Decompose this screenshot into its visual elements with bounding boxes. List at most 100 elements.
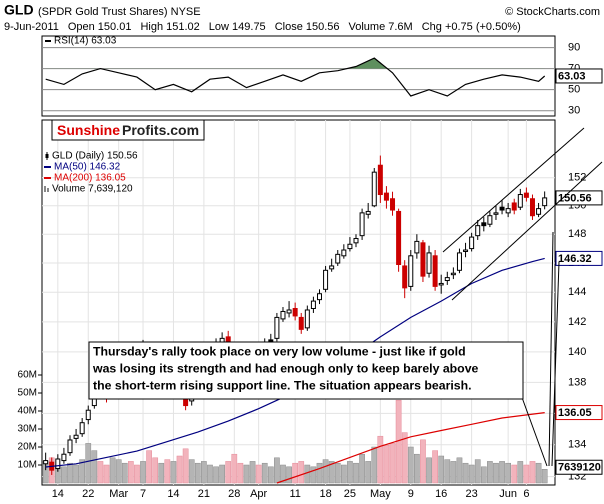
x-tick-label: 21 bbox=[198, 488, 210, 500]
volume-bar bbox=[67, 462, 73, 484]
legend-label: Volume 7,639,120 bbox=[52, 184, 133, 195]
volume-bar bbox=[103, 464, 110, 484]
candle-body bbox=[85, 409, 91, 421]
candle-body bbox=[481, 222, 487, 227]
candle-body bbox=[469, 236, 475, 250]
volume-bar bbox=[140, 461, 146, 484]
volume-bar bbox=[280, 464, 286, 484]
volume-bar bbox=[529, 461, 536, 484]
volume-bar bbox=[201, 461, 207, 484]
y-tick-label: 140 bbox=[568, 346, 586, 358]
volume-bar bbox=[328, 461, 335, 484]
candle-body bbox=[438, 282, 444, 286]
x-tick-label: 22 bbox=[82, 488, 94, 500]
channel-line bbox=[442, 127, 585, 253]
volume-bar bbox=[480, 466, 487, 484]
candle-body bbox=[383, 192, 389, 201]
volume-bar bbox=[420, 439, 426, 484]
volume-bar bbox=[219, 464, 225, 484]
x-tick-label: Apr bbox=[250, 488, 267, 500]
volume-bar bbox=[79, 459, 86, 484]
volume-bar bbox=[255, 464, 262, 484]
x-tick-label: 11 bbox=[289, 488, 300, 500]
candle-body bbox=[432, 255, 438, 287]
candle-body bbox=[310, 300, 316, 310]
logo-box bbox=[51, 119, 205, 141]
candle-body bbox=[79, 422, 85, 435]
legend-swatch bbox=[45, 154, 49, 158]
volume-bar bbox=[523, 464, 530, 484]
volume-bar bbox=[377, 435, 384, 484]
y2-tick-label: 20M bbox=[18, 442, 37, 453]
volume-bar bbox=[115, 459, 122, 484]
value-label-box bbox=[555, 405, 603, 421]
volume-bar bbox=[73, 464, 79, 484]
volume-bar bbox=[535, 462, 542, 484]
volume-bar bbox=[310, 466, 317, 484]
x-tick-label: 7 bbox=[140, 488, 146, 500]
candle-body bbox=[298, 316, 304, 330]
volume-bar bbox=[164, 459, 171, 484]
x-tick-label: 6 bbox=[523, 488, 529, 500]
volume-bar bbox=[152, 457, 159, 484]
moving-average bbox=[276, 412, 545, 484]
candle-body bbox=[542, 197, 548, 207]
quote-stat: Close 150.56 bbox=[275, 21, 340, 33]
volume-bar bbox=[365, 461, 372, 484]
volume-bar bbox=[359, 453, 365, 484]
quote-stat: High 151.02 bbox=[140, 21, 199, 33]
x-tick-label: 23 bbox=[466, 488, 478, 500]
arrow-line bbox=[551, 261, 560, 467]
volume-bar bbox=[207, 464, 213, 484]
volume-bar bbox=[511, 464, 518, 484]
legend-label: MA(50) 146.32 bbox=[54, 162, 121, 173]
candle-body bbox=[402, 265, 408, 289]
overbought-area bbox=[100, 58, 388, 69]
volume-bar bbox=[334, 462, 341, 484]
volume-bar bbox=[487, 461, 493, 484]
candle-body bbox=[286, 309, 292, 314]
candle-body bbox=[463, 249, 469, 252]
volume-bar bbox=[176, 455, 183, 484]
candle-body bbox=[475, 225, 481, 237]
volume-bar bbox=[438, 455, 445, 484]
candle-body bbox=[420, 242, 426, 277]
date: 9-Jun-2011 bbox=[4, 21, 59, 33]
volume-bar bbox=[182, 448, 189, 484]
volume-bar bbox=[505, 462, 511, 484]
rsi-plot bbox=[42, 47, 555, 112]
y-tick-label: 138 bbox=[568, 376, 586, 388]
value-label: 63.03 bbox=[558, 70, 586, 82]
volume-bar bbox=[249, 461, 256, 484]
volume-bar bbox=[541, 468, 548, 484]
value-label: 146.32 bbox=[558, 253, 592, 265]
volume-bar bbox=[286, 466, 292, 484]
quote-stat: Chg +0.75 (+0.50%) bbox=[422, 21, 521, 33]
logo: Sunshine Profits.com bbox=[57, 122, 199, 138]
x-tick-label: Mar bbox=[109, 488, 128, 500]
volume-bar bbox=[188, 459, 195, 484]
candle-body bbox=[353, 238, 359, 244]
value-label-box bbox=[555, 459, 603, 475]
candle-body bbox=[304, 309, 310, 329]
candle-body bbox=[359, 212, 365, 237]
volume-bar bbox=[414, 453, 420, 484]
volume-bar bbox=[134, 464, 140, 484]
y-tick-label: 50 bbox=[568, 84, 580, 96]
y-tick-label: 152 bbox=[568, 172, 586, 184]
quote-stat: Open 150.01 bbox=[68, 21, 132, 33]
logo-part: Sunshine bbox=[57, 122, 120, 138]
volume-bar bbox=[517, 461, 524, 484]
volume-bar bbox=[158, 462, 165, 484]
volume-bar bbox=[383, 444, 390, 484]
volume-bar bbox=[456, 457, 463, 484]
volume-bar bbox=[426, 457, 432, 484]
volume-bar bbox=[407, 446, 414, 484]
legend-swatch bbox=[47, 188, 49, 192]
y-tick-label: 148 bbox=[568, 228, 586, 240]
arrow-line bbox=[519, 391, 548, 467]
y-tick-label: 90 bbox=[568, 41, 580, 53]
volume-bar bbox=[462, 462, 469, 484]
volume-bar bbox=[274, 457, 280, 484]
